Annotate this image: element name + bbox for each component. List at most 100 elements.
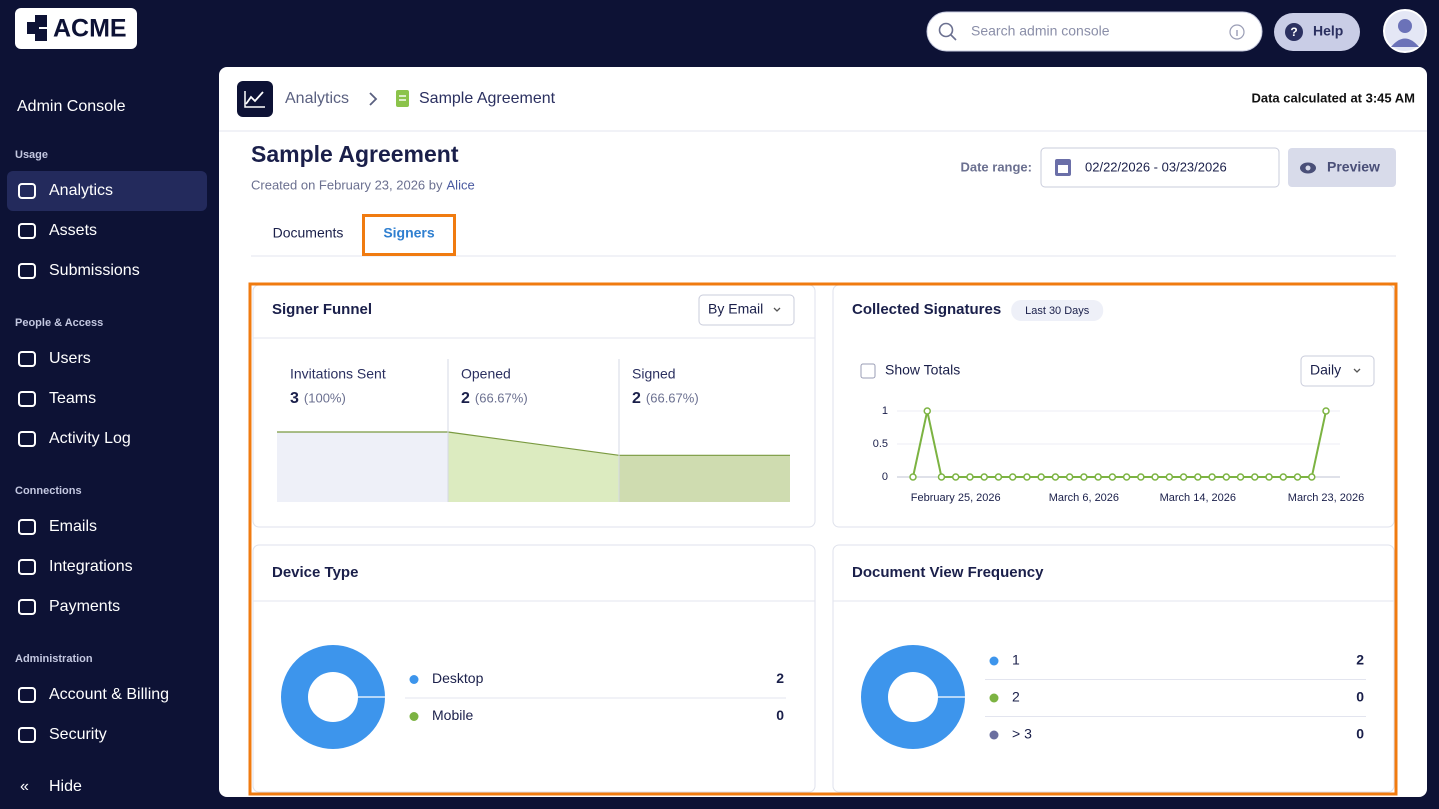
donut-slice [281, 645, 385, 749]
legend-dot [989, 730, 999, 740]
sidebar-icon [18, 599, 36, 615]
legend-label: 2 [1012, 689, 1020, 705]
tab[interactable]: Documents [273, 225, 344, 241]
breadcrumb-separator [369, 92, 378, 106]
dropdown[interactable] [698, 294, 795, 326]
sidebar-icon [18, 183, 36, 199]
sidebar-item[interactable]: Teams [49, 390, 96, 407]
y-tick-label: 1 [882, 405, 888, 417]
date-range-box[interactable] [1040, 147, 1280, 188]
badge-label: Last 30 Days [1025, 305, 1090, 317]
sidebar-item[interactable]: Assets [49, 222, 97, 239]
tab-active[interactable]: Signers [383, 225, 435, 241]
point [1251, 473, 1259, 481]
sidebar-item[interactable]: Account & Billing [49, 686, 169, 703]
dropdown[interactable] [1300, 355, 1375, 387]
sidebar-icon [18, 351, 36, 367]
funnel-edge [447, 431, 620, 456]
created-info: Created on February 23, 2026 by [251, 177, 443, 192]
sidebar-item[interactable]: Security [49, 726, 107, 743]
funnel-stage: Opened [461, 366, 511, 382]
funnel-stage: Invitations Sent [290, 366, 386, 382]
search-icon [938, 22, 954, 38]
legend-value: 2 [1356, 652, 1364, 668]
y-tick-label: 0.5 [873, 438, 888, 450]
point [1051, 473, 1060, 481]
card [832, 284, 1395, 528]
sidebar-title: Admin Console [17, 98, 126, 115]
info-icon [1229, 24, 1245, 40]
breadcrumb-link[interactable]: Analytics [285, 90, 349, 107]
legend-dot [989, 656, 999, 666]
point [1279, 473, 1288, 481]
sidebar-heading: Connections [15, 485, 82, 497]
funnel-value: 2 [632, 390, 641, 407]
point [951, 473, 960, 481]
hide-button[interactable]: Hide [49, 778, 82, 795]
sidebar-item[interactable]: Emails [49, 518, 97, 535]
analytics-icon [245, 91, 264, 105]
sidebar-item[interactable]: Integrations [49, 558, 133, 575]
x-tick-label: March 6, 2026 [1049, 492, 1119, 504]
calendar-icon [1058, 165, 1068, 173]
card [252, 544, 816, 793]
point [1293, 473, 1302, 481]
dropdown-caret [1353, 368, 1361, 373]
sidebar-icon [18, 519, 36, 535]
help-icon [1285, 23, 1303, 41]
point [1265, 473, 1273, 481]
donut-slice [861, 645, 965, 749]
legend-label: > 3 [1012, 726, 1032, 742]
funnel-value: 3 [290, 390, 299, 407]
preview-label[interactable]: Preview [1327, 159, 1380, 175]
help-button[interactable] [1274, 13, 1360, 51]
legend-value: 0 [1356, 689, 1364, 705]
sidebar-icon [18, 559, 36, 575]
funnel-area [619, 455, 790, 502]
x-tick-label: March 14, 2026 [1160, 492, 1236, 504]
sidebar-item[interactable]: Users [49, 350, 91, 367]
checkbox-label[interactable]: Show Totals [885, 362, 960, 378]
dropdown-caret [773, 307, 781, 312]
hide-icon: « [20, 778, 29, 795]
sidebar-item[interactable]: Analytics [49, 182, 113, 199]
search-box[interactable] [926, 11, 1263, 52]
point [1080, 473, 1088, 481]
preview-button[interactable] [1288, 148, 1396, 187]
sidebar-item[interactable]: Submissions [49, 262, 140, 279]
help-label[interactable]: Help [1313, 23, 1343, 39]
legend-value: 2 [776, 670, 784, 686]
checkbox[interactable] [860, 363, 876, 379]
dropdown-label[interactable]: By Email [708, 301, 763, 317]
breadcrumb-current: Sample Agreement [419, 90, 556, 107]
legend-label: Desktop [432, 670, 484, 686]
point [1094, 473, 1102, 481]
funnel-percent: (66.67%) [646, 390, 699, 405]
sidebar-item[interactable]: Activity Log [49, 430, 131, 447]
y-tick-label: 0 [882, 471, 888, 483]
legend-label: Mobile [432, 707, 473, 723]
sidebar-icon [18, 223, 36, 239]
date-range[interactable]: 02/22/2026 - 03/23/2026 [1085, 159, 1227, 174]
point [1308, 473, 1316, 481]
point [1208, 473, 1216, 481]
point [909, 473, 917, 481]
document-icon [396, 90, 409, 107]
legend-label: 1 [1012, 652, 1020, 668]
dropdown-label[interactable]: Daily [1310, 362, 1341, 378]
analytics-icon [244, 91, 265, 108]
sidebar-icon [18, 263, 36, 279]
search-icon [950, 34, 957, 41]
card-title: Document View Frequency [852, 564, 1044, 581]
point [1165, 473, 1174, 481]
point [1023, 473, 1031, 481]
sidebar-item[interactable]: Payments [49, 598, 120, 615]
sidebar-heading: Usage [15, 149, 48, 161]
point [1065, 473, 1074, 481]
point [980, 473, 988, 481]
funnel-area [448, 432, 619, 502]
logo-mark [35, 15, 47, 27]
funnel-percent: (66.67%) [475, 390, 528, 405]
legend-value: 0 [776, 707, 784, 723]
highlight [362, 214, 456, 256]
